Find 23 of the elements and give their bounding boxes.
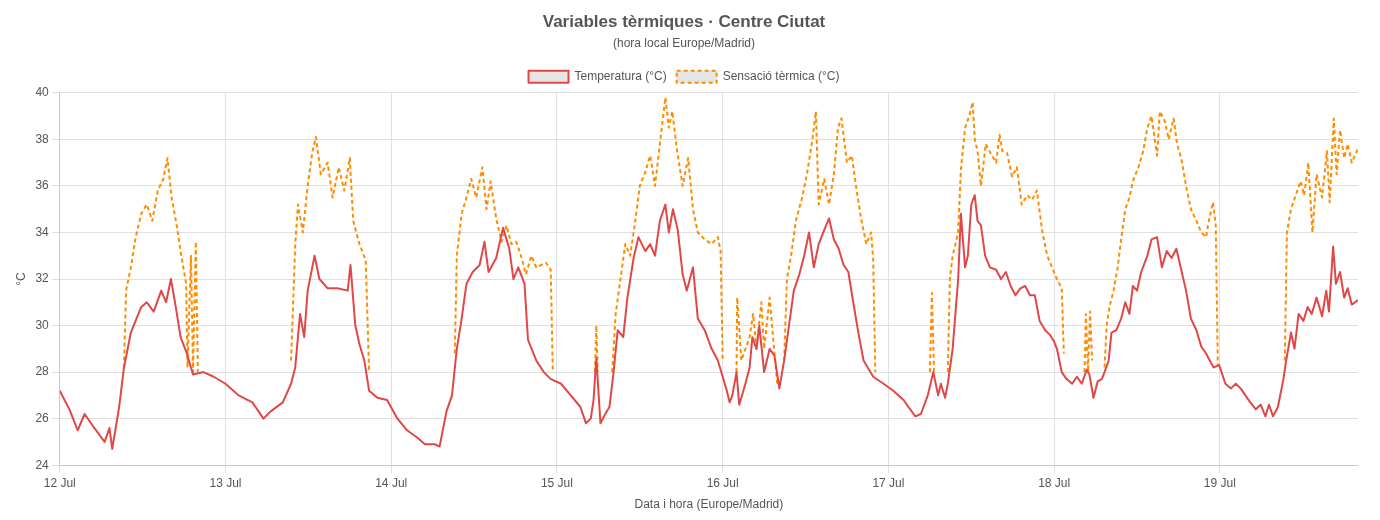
x-tick-label: 16 Jul (706, 475, 739, 490)
x-axis-title: Data i hora (Europe/Madrid) (634, 497, 784, 512)
x-tick-label: 12 Jul (43, 475, 76, 490)
y-tick-label: 38 (35, 131, 50, 146)
chart-title: Variables tèrmiques · Centre Ciutat (542, 11, 826, 31)
y-tick-label: 32 (35, 271, 50, 286)
x-tick-label: 19 Jul (1203, 475, 1236, 490)
y-tick-label: 28 (35, 364, 50, 379)
chart-subtitle: (hora local Europe/Madrid) (612, 35, 756, 50)
y-tick-label: 26 (35, 410, 50, 425)
y-axis-title: °C (13, 271, 28, 286)
y-tick-label: 34 (35, 224, 50, 239)
x-tick-label: 14 Jul (375, 475, 408, 490)
x-tick-label: 15 Jul (540, 475, 573, 490)
x-tick-label: 17 Jul (872, 475, 905, 490)
y-tick-label: 24 (35, 457, 50, 472)
x-tick-label: 13 Jul (209, 475, 242, 490)
y-tick-label: 30 (35, 317, 50, 332)
y-tick-label: 40 (35, 85, 50, 100)
y-tick-label: 36 (35, 178, 50, 193)
x-tick-label: 18 Jul (1038, 475, 1071, 490)
legend-label: Sensació tèrmica (°C) (722, 69, 840, 84)
legend-label: Temperatura (°C) (574, 69, 667, 84)
